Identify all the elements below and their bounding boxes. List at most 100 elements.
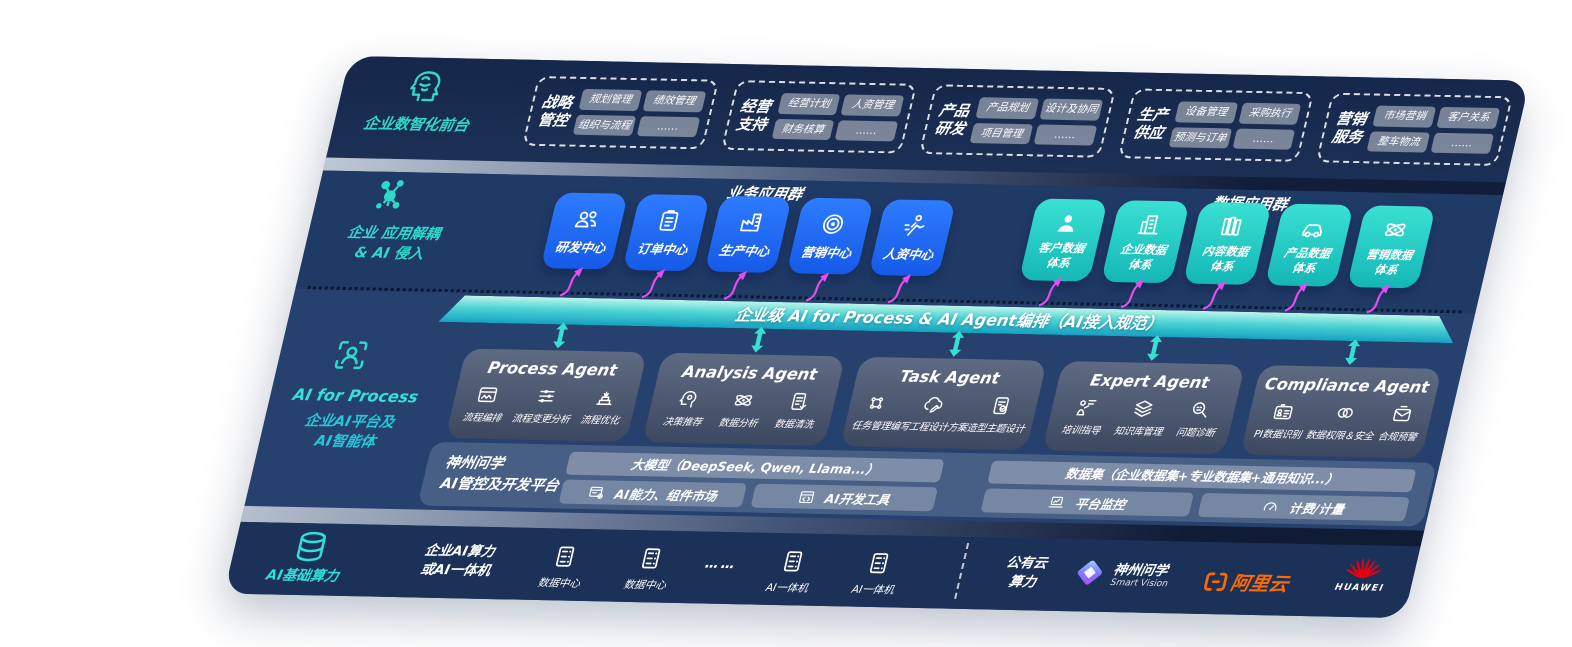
group-items: 规划管理 绩效管理 组织与流程…… xyxy=(572,88,706,138)
group-items: 经营计划 人资管理 财务核算…… xyxy=(771,93,905,142)
id-card-icon xyxy=(1269,400,1296,422)
compute-node-5: AI一体机 xyxy=(840,549,913,598)
group-item: 市场营销 xyxy=(1372,105,1437,128)
group-label-line1: 营销 xyxy=(1334,109,1369,129)
laptop-chart-icon xyxy=(1046,493,1067,510)
agent-item: 流程变更分析 xyxy=(511,385,578,426)
huawei-flower-icon xyxy=(1344,553,1385,582)
platform-tool: 平台监控 xyxy=(980,488,1194,517)
box-label: 内容数据 体系 xyxy=(1200,244,1251,274)
compute-label-line2: 或AI一体机 xyxy=(418,561,493,579)
platform-box: 神州问学 AI管控及开发平台 大模型（DeepSeek, Qwen, Llama… xyxy=(417,441,1438,527)
server-icon xyxy=(777,547,810,575)
group-label: 战略 管控 xyxy=(536,93,574,129)
data-app-box-5: 营销数据 体系 xyxy=(1346,205,1436,289)
front-office-group-5: 营销 服务 市场营销 客户关系 整车物流…… xyxy=(1316,92,1513,167)
agent-item-label: 知识库管理 xyxy=(1112,426,1164,439)
group-item: 财务核算 xyxy=(771,118,835,141)
flow-arrow-3 xyxy=(720,270,759,301)
group-item: 经营计划 xyxy=(777,93,841,115)
books-icon xyxy=(1215,213,1247,239)
agent-title: Analysis Agent xyxy=(680,362,820,384)
window-gear-icon xyxy=(586,484,607,501)
group-label-line1: 经营 xyxy=(738,97,773,116)
agent-link-arrow-5 xyxy=(1341,339,1365,366)
group-item: 绩效管理 xyxy=(642,90,706,112)
agent-cards: Process Agent 流程编排 流程变更分析 流程优化 Analysis Agen… xyxy=(445,348,1443,459)
layers-icon xyxy=(1130,398,1157,420)
group-item: 组织与流程 xyxy=(572,114,637,136)
agent-title: Task Agent xyxy=(897,366,1002,388)
molecule-icon xyxy=(366,177,416,222)
front-office-group-2: 经营 支持 经营计划 人资管理 财务核算…… xyxy=(720,80,918,154)
compute-node-1: 数据中心 xyxy=(526,542,599,591)
agent-item-label: 数据权限＆安全 xyxy=(1304,430,1375,443)
business-app-box-1: 研发中心 xyxy=(540,192,629,270)
flow-arrow-6 xyxy=(1035,277,1074,308)
agent-items: 决策推荐 数据分析 数据清洗 xyxy=(650,388,833,431)
huawei-logo: HUAWEI xyxy=(1325,553,1400,594)
doc-icon xyxy=(786,390,813,412)
business-app-box-4: 营销中心 xyxy=(786,197,875,275)
model-group: 大模型（DeepSeek, Qwen, Llama...） AI能力、组件市场 A… xyxy=(558,451,945,512)
group-label: 营销 服务 xyxy=(1330,110,1368,146)
platform-tool: 计费/计量 xyxy=(1196,492,1410,522)
group-label-line2: 研发 xyxy=(932,119,968,138)
agent-item: 培训指导 xyxy=(1060,396,1108,437)
box-label: 营销中心 xyxy=(799,244,854,261)
compute-node-label: AI一体机 xyxy=(850,583,896,597)
window-code-icon xyxy=(796,488,817,505)
compute-node-label: 数据中心 xyxy=(622,578,668,592)
layer2-label: 企业 应用解耦 & AI 侵入 xyxy=(302,223,481,266)
compute-node-label: AI一体机 xyxy=(764,581,810,595)
flow-arrow-7 xyxy=(1117,278,1156,309)
server-icon xyxy=(863,549,896,577)
business-app-box-2: 订单中心 xyxy=(622,194,711,272)
agent-item-label: 流程编排 xyxy=(461,412,503,425)
platform-tool: AI能力、组件市场 xyxy=(558,479,747,508)
group-item: 项目管理 xyxy=(969,122,1034,145)
agent-item: 合规预警 xyxy=(1377,403,1425,443)
box-label: 企业数据 体系 xyxy=(1118,242,1169,272)
front-office-group-4: 生产 供应 设备管理 采购执行 预测与订单…… xyxy=(1117,88,1315,162)
agent-item: 知识库管理 xyxy=(1113,397,1170,438)
flow-arrow-4 xyxy=(802,272,841,303)
brain-icon xyxy=(401,67,448,106)
platform-label: 神州问学 AI管控及开发平台 xyxy=(438,453,566,497)
box-label: 客户数据 体系 xyxy=(1036,240,1087,270)
compute-node-label: 数据中心 xyxy=(536,577,582,590)
target-icon xyxy=(817,211,849,237)
smart-vision-en: Smart Vision xyxy=(1109,578,1169,590)
platform-tool-label: 平台监控 xyxy=(1073,495,1127,512)
factory-icon xyxy=(735,209,767,235)
compute-node-4: AI一体机 xyxy=(754,547,827,596)
box-label: 人资中心 xyxy=(881,246,936,263)
atom-icon xyxy=(730,389,757,411)
link-circles-icon xyxy=(1331,402,1358,424)
stack-opt-icon xyxy=(592,386,619,408)
group-item: 采购执行 xyxy=(1238,102,1302,125)
public-cloud-label: 公有云 算力 xyxy=(976,553,1073,592)
agent-item: 数据权限＆安全 xyxy=(1305,401,1382,442)
agent-item: 数据清洗 xyxy=(773,390,821,431)
group-item: 设备管理 xyxy=(1174,101,1238,124)
person-frame-icon xyxy=(328,336,375,375)
aliyun-bracket-icon xyxy=(1200,569,1231,594)
agent-item: 流程优化 xyxy=(579,386,627,427)
ellipsis-nodes: …… xyxy=(703,555,740,573)
front-office-group-1: 战略 管控 规划管理 绩效管理 组织与流程…… xyxy=(521,75,719,150)
architecture-panel: 企业数智化前台 战略 管控 规划管理 绩效管理 组织与流程…… 经营 支持 经营计划 人资管理财… xyxy=(223,56,1530,619)
group-items: 设备管理 采购执行 预测与订单…… xyxy=(1168,101,1302,150)
box-label: 营销数据 体系 xyxy=(1364,247,1415,277)
compute-nodes: 数据中心 数据中心 …… AI一体机 AI一体机 xyxy=(526,536,915,598)
agent-title: Expert Agent xyxy=(1088,370,1212,393)
agent-item-label: 决策推荐 xyxy=(661,416,703,429)
database-icon xyxy=(289,529,333,564)
agent-item-label: 数据分析 xyxy=(717,417,759,430)
agent-card-4: Expert Agent 培训指导 知识库管理 问题诊断 xyxy=(1042,361,1245,455)
agent-title: Compliance Agent xyxy=(1263,374,1432,397)
group-label-line2: 供应 xyxy=(1131,123,1166,143)
group-item: 预测与订单 xyxy=(1168,126,1232,149)
group-item: 客户关系 xyxy=(1436,106,1501,129)
group-label-line1: 产品 xyxy=(937,101,972,120)
